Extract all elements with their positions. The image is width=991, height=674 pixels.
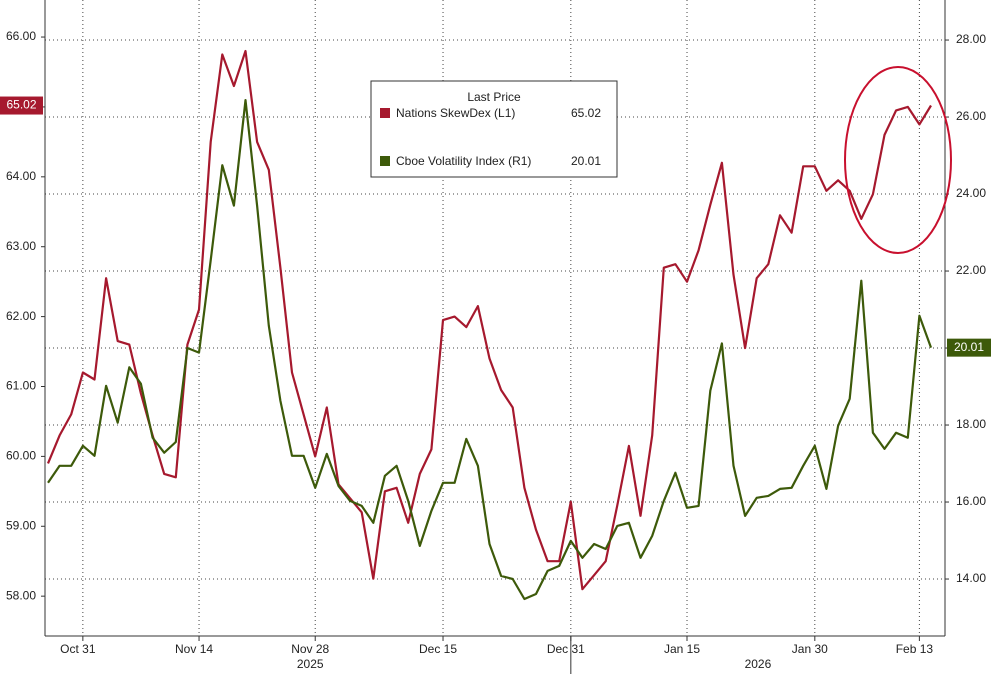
y2-tick-label: 16.00 — [956, 494, 986, 508]
x-tick-label: Nov 28 — [291, 642, 329, 656]
y-tick-label: 58.00 — [6, 588, 36, 602]
x-tick-label: Dec 31 — [547, 642, 585, 656]
y2-tick-label: 14.00 — [956, 571, 986, 585]
y-tick-label: 63.00 — [6, 239, 36, 253]
legend-box — [370, 80, 618, 178]
x-tick-label: Dec 15 — [419, 642, 457, 656]
y2-tick-label: 28.00 — [956, 32, 986, 46]
y-tick-label: 62.00 — [6, 309, 36, 323]
series-line — [47, 99, 933, 601]
x-group-label: 2026 — [745, 657, 772, 671]
legend-value: 65.02 — [571, 106, 601, 120]
last-value-label: 65.02 — [6, 98, 36, 112]
last-value-tag — [947, 338, 991, 357]
y-tick-label: 66.00 — [6, 29, 36, 43]
plot-lines — [46, 49, 933, 601]
x-tick-label: Nov 14 — [175, 642, 213, 656]
y2-tick-label: 24.00 — [956, 186, 986, 200]
x-tick-label: Oct 31 — [60, 642, 96, 656]
legend-value: 20.01 — [571, 154, 601, 168]
x-tick-label: Jan 30 — [792, 642, 828, 656]
legend-swatch — [380, 156, 390, 166]
x-tick-label: Jan 15 — [664, 642, 700, 656]
legend-swatch — [380, 108, 390, 118]
last-value-tag — [0, 96, 43, 115]
y2-tick-label: 26.00 — [956, 109, 986, 123]
x-group-label: 2025 — [297, 657, 324, 671]
y-tick-label: 61.00 — [6, 379, 36, 393]
y-tick-label: 60.00 — [6, 449, 36, 463]
last-value-label: 20.01 — [954, 340, 984, 354]
y-tick-label: 64.00 — [6, 169, 36, 183]
y-tick-label: 59.00 — [6, 518, 36, 532]
highlight-circle — [844, 66, 952, 254]
series-line — [46, 49, 932, 591]
legend-title: Last Price — [467, 90, 521, 104]
y2-tick-label: 18.00 — [956, 417, 986, 431]
legend: Last Price Nations SkewDex (L1) 65.02 Cb… — [370, 80, 618, 178]
legend-label: Cboe Volatility Index (R1) — [396, 154, 531, 168]
y2-tick-label: 22.00 — [956, 263, 986, 277]
x-tick-label: Feb 13 — [896, 642, 934, 656]
legend-label: Nations SkewDex (L1) — [396, 106, 515, 120]
